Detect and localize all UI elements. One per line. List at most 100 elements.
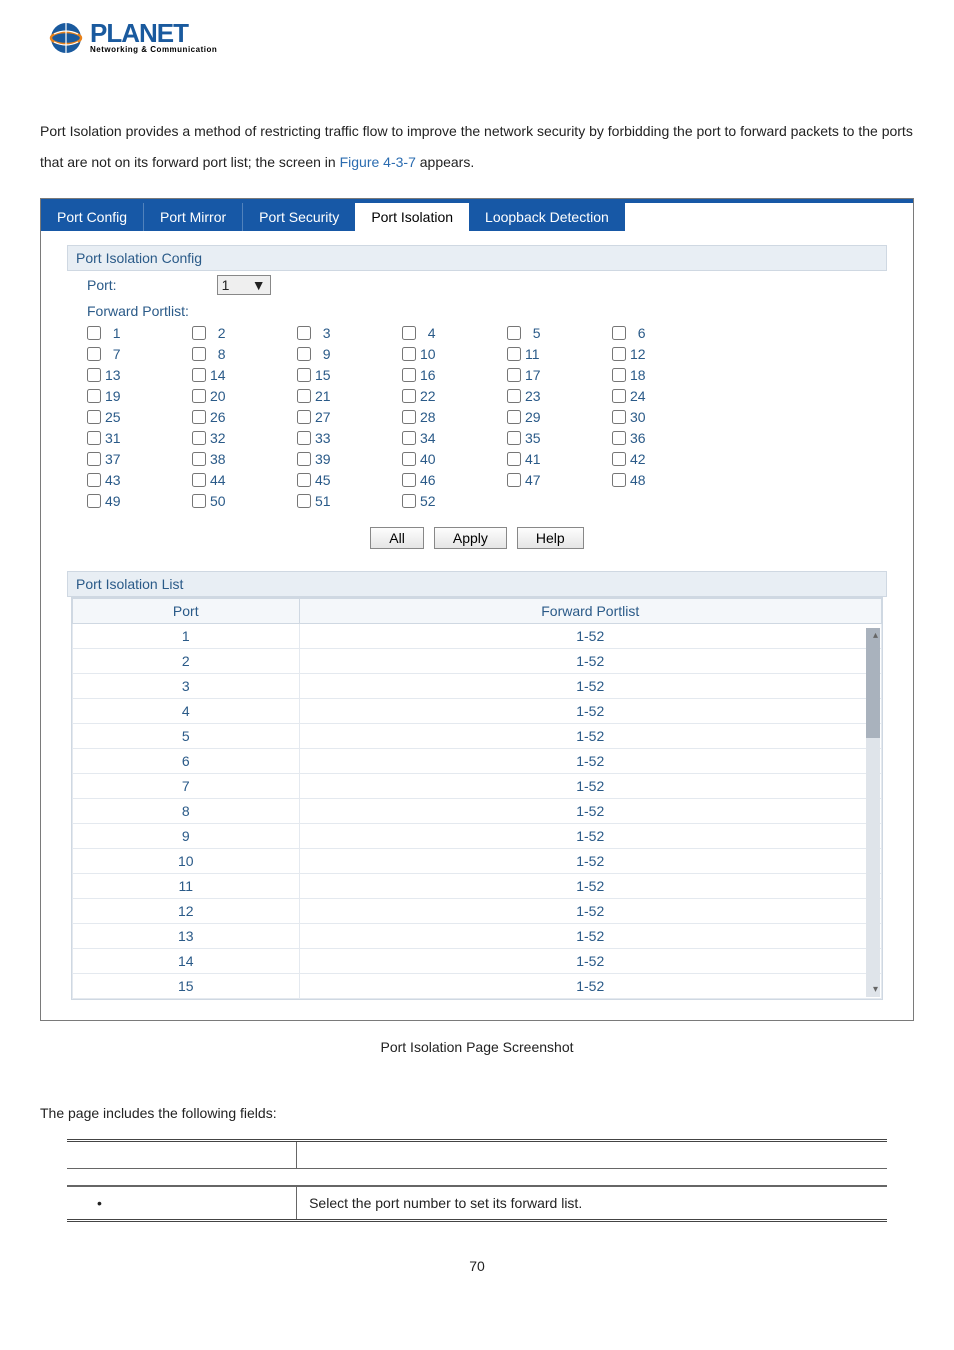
port-checkbox-9[interactable]: 9 (297, 344, 402, 364)
scroll-down-icon[interactable]: ▾ (873, 984, 878, 995)
port-checkbox-20[interactable]: 20 (192, 386, 297, 406)
port-checkbox-input-12[interactable] (612, 347, 626, 361)
port-checkbox-39[interactable]: 39 (297, 449, 402, 469)
port-checkbox-35[interactable]: 35 (507, 428, 612, 448)
port-checkbox-46[interactable]: 46 (402, 470, 507, 490)
port-checkbox-input-39[interactable] (297, 452, 311, 466)
help-button[interactable]: Help (517, 527, 584, 549)
port-checkbox-input-47[interactable] (507, 473, 521, 487)
port-checkbox-15[interactable]: 15 (297, 365, 402, 385)
port-checkbox-41[interactable]: 41 (507, 449, 612, 469)
port-checkbox-input-37[interactable] (87, 452, 101, 466)
port-checkbox-input-10[interactable] (402, 347, 416, 361)
port-checkbox-input-17[interactable] (507, 368, 521, 382)
port-checkbox-input-15[interactable] (297, 368, 311, 382)
port-checkbox-input-1[interactable] (87, 326, 101, 340)
table-row[interactable]: 71-52 (73, 773, 882, 798)
port-checkbox-27[interactable]: 27 (297, 407, 402, 427)
port-checkbox-45[interactable]: 45 (297, 470, 402, 490)
port-checkbox-7[interactable]: 7 (87, 344, 192, 364)
port-checkbox-52[interactable]: 52 (402, 491, 507, 511)
all-button[interactable]: All (370, 527, 424, 549)
table-row[interactable]: 41-52 (73, 698, 882, 723)
port-checkbox-input-38[interactable] (192, 452, 206, 466)
port-checkbox-36[interactable]: 36 (612, 428, 717, 448)
port-checkbox-17[interactable]: 17 (507, 365, 612, 385)
port-checkbox-22[interactable]: 22 (402, 386, 507, 406)
port-checkbox-31[interactable]: 31 (87, 428, 192, 448)
port-checkbox-input-36[interactable] (612, 431, 626, 445)
port-checkbox-12[interactable]: 12 (612, 344, 717, 364)
port-checkbox-input-49[interactable] (87, 494, 101, 508)
port-checkbox-input-2[interactable] (192, 326, 206, 340)
port-checkbox-input-46[interactable] (402, 473, 416, 487)
port-checkbox-23[interactable]: 23 (507, 386, 612, 406)
port-checkbox-8[interactable]: 8 (192, 344, 297, 364)
port-checkbox-input-52[interactable] (402, 494, 416, 508)
port-checkbox-33[interactable]: 33 (297, 428, 402, 448)
port-checkbox-input-13[interactable] (87, 368, 101, 382)
table-row[interactable]: 131-52 (73, 923, 882, 948)
table-row[interactable]: 141-52 (73, 948, 882, 973)
port-checkbox-input-29[interactable] (507, 410, 521, 424)
port-checkbox-51[interactable]: 51 (297, 491, 402, 511)
tab-port-isolation[interactable]: Port Isolation (355, 203, 469, 231)
port-checkbox-input-5[interactable] (507, 326, 521, 340)
scroll-up-icon[interactable]: ▴ (873, 630, 878, 641)
table-row[interactable]: 91-52 (73, 823, 882, 848)
port-checkbox-19[interactable]: 19 (87, 386, 192, 406)
table-row[interactable]: 81-52 (73, 798, 882, 823)
port-checkbox-49[interactable]: 49 (87, 491, 192, 511)
port-checkbox-input-34[interactable] (402, 431, 416, 445)
port-checkbox-input-23[interactable] (507, 389, 521, 403)
port-checkbox-44[interactable]: 44 (192, 470, 297, 490)
port-checkbox-10[interactable]: 10 (402, 344, 507, 364)
port-checkbox-input-21[interactable] (297, 389, 311, 403)
port-checkbox-input-31[interactable] (87, 431, 101, 445)
port-checkbox-input-16[interactable] (402, 368, 416, 382)
port-checkbox-input-35[interactable] (507, 431, 521, 445)
table-row[interactable]: 11-52 (73, 623, 882, 648)
port-checkbox-input-30[interactable] (612, 410, 626, 424)
port-checkbox-21[interactable]: 21 (297, 386, 402, 406)
table-row[interactable]: 51-52 (73, 723, 882, 748)
table-row[interactable]: 111-52 (73, 873, 882, 898)
port-checkbox-4[interactable]: 4 (402, 323, 507, 343)
port-checkbox-input-51[interactable] (297, 494, 311, 508)
port-checkbox-11[interactable]: 11 (507, 344, 612, 364)
port-checkbox-input-24[interactable] (612, 389, 626, 403)
port-checkbox-input-45[interactable] (297, 473, 311, 487)
port-checkbox-48[interactable]: 48 (612, 470, 717, 490)
port-checkbox-input-40[interactable] (402, 452, 416, 466)
port-checkbox-input-41[interactable] (507, 452, 521, 466)
port-checkbox-13[interactable]: 13 (87, 365, 192, 385)
port-checkbox-3[interactable]: 3 (297, 323, 402, 343)
port-checkbox-input-33[interactable] (297, 431, 311, 445)
port-checkbox-42[interactable]: 42 (612, 449, 717, 469)
port-checkbox-5[interactable]: 5 (507, 323, 612, 343)
port-checkbox-input-20[interactable] (192, 389, 206, 403)
port-checkbox-28[interactable]: 28 (402, 407, 507, 427)
port-select[interactable]: 1 ▼ (217, 275, 271, 295)
port-checkbox-16[interactable]: 16 (402, 365, 507, 385)
port-checkbox-input-6[interactable] (612, 326, 626, 340)
port-checkbox-input-44[interactable] (192, 473, 206, 487)
port-checkbox-input-18[interactable] (612, 368, 626, 382)
port-checkbox-30[interactable]: 30 (612, 407, 717, 427)
port-checkbox-input-8[interactable] (192, 347, 206, 361)
port-checkbox-input-32[interactable] (192, 431, 206, 445)
port-checkbox-6[interactable]: 6 (612, 323, 717, 343)
figure-link[interactable]: Figure 4-3-7 (340, 154, 416, 170)
tab-port-security[interactable]: Port Security (242, 203, 355, 231)
tab-port-mirror[interactable]: Port Mirror (143, 203, 242, 231)
port-checkbox-input-19[interactable] (87, 389, 101, 403)
port-checkbox-input-26[interactable] (192, 410, 206, 424)
tab-loopback-detection[interactable]: Loopback Detection (469, 203, 625, 231)
port-checkbox-input-42[interactable] (612, 452, 626, 466)
table-row[interactable]: 21-52 (73, 648, 882, 673)
port-checkbox-14[interactable]: 14 (192, 365, 297, 385)
port-checkbox-25[interactable]: 25 (87, 407, 192, 427)
table-row[interactable]: 31-52 (73, 673, 882, 698)
port-checkbox-input-14[interactable] (192, 368, 206, 382)
port-checkbox-input-50[interactable] (192, 494, 206, 508)
